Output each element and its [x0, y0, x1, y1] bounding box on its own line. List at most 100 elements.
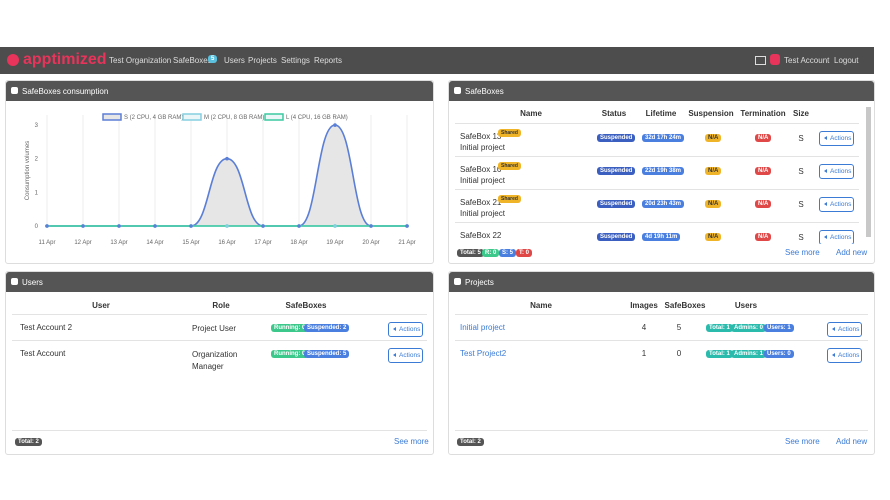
project-safeboxes: 5 [676, 323, 682, 332]
badge: S: 5 [499, 249, 517, 257]
point [153, 224, 157, 228]
point [405, 224, 409, 228]
y-tick-label: 3 [35, 123, 39, 129]
badge: N/A [755, 200, 772, 208]
button-label: Actions [838, 326, 860, 333]
x-tick-label: 19 Apr [326, 240, 343, 246]
x-tick-label: 15 Apr [182, 240, 199, 246]
avatar-icon [770, 54, 780, 65]
project-images: 4 [641, 323, 647, 332]
row-rule [12, 314, 427, 315]
column-header: Size [792, 109, 810, 118]
panel-icon [11, 278, 18, 285]
badge: 32d 17h 24m [642, 134, 685, 142]
actions-button[interactable]: Actions [819, 197, 854, 212]
panel-title: SafeBoxes consumption [22, 87, 109, 96]
badge: N/A [755, 233, 772, 241]
actions-button[interactable]: Actions [388, 322, 423, 337]
safebox-name: SafeBox 21 [460, 198, 502, 207]
point [369, 224, 373, 228]
point [333, 123, 337, 127]
nav-link[interactable]: Settings [281, 56, 310, 65]
column-header: Role [212, 301, 230, 310]
x-tick-label: 16 Apr [218, 240, 235, 246]
panel-header: Users [6, 272, 433, 292]
panel-icon [454, 278, 461, 285]
badge: N/A [705, 200, 722, 208]
y-axis-label: Consumption volumes [25, 141, 31, 200]
badge: Suspended [597, 134, 636, 142]
column-header: SafeBoxes [285, 301, 327, 310]
nav-link[interactable]: Test Organization [109, 56, 172, 65]
nav-link[interactable]: Projects [248, 56, 277, 65]
user-name: Test Account [20, 349, 66, 358]
see-more-link[interactable]: See more [785, 437, 820, 446]
column-header: Users [734, 301, 758, 310]
see-more-link[interactable]: See more [785, 248, 820, 257]
project-link[interactable]: Initial project [460, 323, 505, 332]
nav-link[interactable]: Reports [314, 56, 343, 65]
point [117, 224, 121, 228]
badge: Users: 1 [764, 324, 794, 332]
button-label: Actions [830, 168, 852, 175]
safebox-project: Initial project [460, 176, 505, 185]
button-label: Actions [830, 201, 852, 208]
x-tick-label: 13 Apr [110, 240, 127, 246]
panel-icon [11, 87, 18, 94]
safebox-size: S [798, 167, 804, 176]
row-rule [455, 156, 859, 157]
actions-button[interactable]: Actions [819, 131, 854, 146]
chart: Consumption volumes 0 1 2 3 11 Apr 12 Apr 13 Ap… [25, 113, 416, 246]
badge: Admins: 1 [731, 350, 767, 358]
actions-button[interactable]: Actions [827, 322, 862, 337]
badge: Admins: 0 [731, 324, 767, 332]
badge: N/A [705, 134, 722, 142]
safebox-name: SafeBox 22 [460, 231, 502, 240]
project-images: 1 [641, 349, 647, 358]
column-header: Images [630, 301, 658, 310]
shared-badge: Shared [498, 129, 521, 137]
caret-icon [824, 169, 827, 173]
badge: N/A [755, 134, 772, 142]
badge: Suspended: 5 [304, 350, 350, 358]
users-panel: Users User Role SafeBoxes Test Account 2 Proj… [5, 271, 434, 455]
see-more-link[interactable]: See more [394, 437, 429, 446]
footer-rule [12, 430, 427, 431]
badge: Total: 1 [706, 324, 733, 332]
badge: N/A [755, 167, 772, 175]
panel-title: Projects [465, 278, 494, 287]
panel-header: SafeBoxes [449, 81, 874, 101]
column-header: Suspension [688, 109, 734, 118]
point [297, 224, 301, 228]
add-new-link[interactable]: Add new [836, 437, 868, 446]
caret-icon [824, 136, 827, 140]
badge: Total: 5 [457, 249, 484, 257]
actions-button[interactable]: Actions [819, 230, 854, 244]
nav-link[interactable]: Users [224, 56, 245, 65]
legend-label: S (2 CPU, 4 GB RAM) [124, 115, 183, 121]
point [225, 156, 229, 161]
safebox-project: Initial project [460, 143, 505, 152]
nav-link[interactable]: SafeBoxes [173, 56, 212, 65]
column-header: User [92, 301, 110, 310]
consumption-panel: SafeBoxes consumption [5, 80, 434, 264]
column-header: Lifetime [645, 109, 677, 118]
safebox-size: S [798, 200, 804, 209]
add-new-link[interactable]: Add new [836, 248, 868, 257]
row-rule [455, 340, 868, 341]
account-link[interactable]: Test Account [784, 56, 830, 65]
badge: Users: 0 [764, 350, 794, 358]
point [81, 224, 85, 228]
caret-icon [393, 353, 396, 357]
actions-button[interactable]: Actions [819, 164, 854, 179]
area [47, 125, 407, 226]
actions-button[interactable]: Actions [388, 348, 423, 363]
user-name: Test Account 2 [20, 323, 73, 332]
actions-button[interactable]: Actions [827, 348, 862, 363]
logout-link[interactable]: Logout [834, 56, 859, 65]
safeboxes-panel: SafeBoxes Name Status Lifetime Suspension Ter… [448, 80, 875, 264]
project-link[interactable]: Test Project2 [460, 349, 507, 358]
row-rule [12, 340, 427, 341]
point [189, 224, 193, 228]
x-tick-label: 17 Apr [254, 240, 271, 246]
